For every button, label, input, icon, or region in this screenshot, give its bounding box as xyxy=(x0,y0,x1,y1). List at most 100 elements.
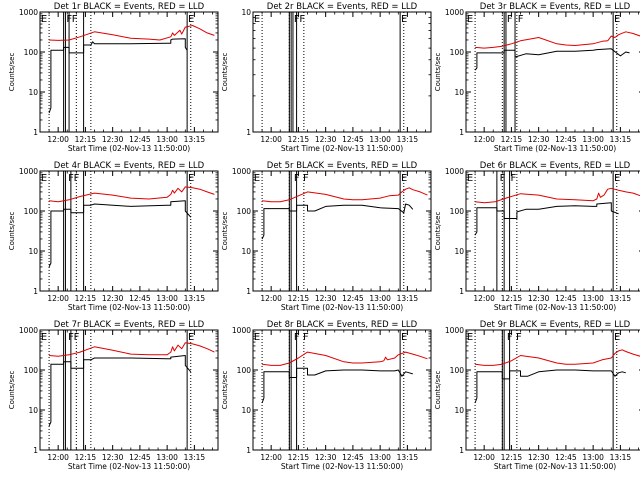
x-tick-label: 13:15 xyxy=(397,135,419,144)
y-tick-label: 100 xyxy=(24,48,39,57)
marker-label-f: F xyxy=(303,173,309,184)
x-tick-label: 13:00 xyxy=(156,135,178,144)
x-tick-label: 12:45 xyxy=(555,135,577,144)
x-axis-label: Start Time (02-Nov-13 11:50:00) xyxy=(281,462,403,471)
y-tick-label: 100 xyxy=(24,207,39,216)
y-tick-label: 100 xyxy=(24,366,39,375)
y-axis-label: Counts/sec xyxy=(8,212,16,251)
detector-panel-6: Det 6r BLACK = Events, RED = LLD 1 10 100 10… xyxy=(434,161,640,312)
x-tick-label: 13:15 xyxy=(184,294,206,303)
marker-label-e: E xyxy=(401,332,407,343)
x-tick-label: 12:30 xyxy=(315,135,337,144)
x-tick-label: 13:15 xyxy=(610,453,632,462)
marker-label-f: F xyxy=(294,173,300,184)
x-axis-label: Start Time (02-Nov-13 11:50:00) xyxy=(281,303,403,312)
x-tick-label: 12:45 xyxy=(342,453,364,462)
x-tick-label: 13:00 xyxy=(582,294,604,303)
panel-title: Det 6r BLACK = Events, RED = LLD xyxy=(480,161,631,171)
y-tick-label: 10 xyxy=(454,406,464,415)
y-tick-label: 1000 xyxy=(19,8,38,17)
marker-label-e: E xyxy=(41,173,47,184)
x-tick-label: 12:00 xyxy=(473,453,495,462)
x-tick-label: 12:15 xyxy=(501,294,523,303)
y-axis-label: Counts/sec xyxy=(8,371,16,410)
y-tick-label: 10 xyxy=(241,247,251,256)
y-tick-label: 1 xyxy=(246,128,251,137)
marker-label-f: F xyxy=(66,14,72,25)
marker-label-f: F xyxy=(74,173,80,184)
x-tick-label: 13:00 xyxy=(582,453,604,462)
detector-panel-4: Det 4r BLACK = Events, RED = LLD 1 10 100 10… xyxy=(8,161,219,312)
detector-panel-9: Det 9r BLACK = Events, RED = LLD 1 10 100 10… xyxy=(434,320,640,471)
series-lld-line xyxy=(49,186,215,203)
detector-panel-8: Det 8r BLACK = Events, RED = LLD 1 10 100 10… xyxy=(221,320,432,471)
x-tick-label: 13:15 xyxy=(184,453,206,462)
panel-title: Det 2r BLACK = Events, RED = LLD xyxy=(267,2,418,12)
x-tick-label: 12:15 xyxy=(288,294,310,303)
detector-panel-5: Det 5r BLACK = Events, RED = LLD 1 10 100 10… xyxy=(221,161,432,312)
y-axis-label: Counts/sec xyxy=(434,371,442,410)
x-tick-label: 12:30 xyxy=(528,294,550,303)
panel-title: Det 7r BLACK = Events, RED = LLD xyxy=(54,320,205,330)
y-axis-label: Counts/sec xyxy=(8,53,16,92)
x-tick-label: 13:00 xyxy=(369,135,391,144)
series-lld-line xyxy=(49,342,215,357)
x-tick-label: 12:00 xyxy=(260,294,282,303)
marker-label-e: E xyxy=(41,14,47,25)
x-tick-label: 12:30 xyxy=(528,135,550,144)
marker-label-f: F xyxy=(294,332,300,343)
x-axis-label: Start Time (02-Nov-13 11:50:00) xyxy=(68,462,190,471)
x-tick-label: 13:00 xyxy=(156,294,178,303)
y-tick-label: 10 xyxy=(454,88,464,97)
panel-title: Det 8r BLACK = Events, RED = LLD xyxy=(267,320,418,330)
marker-label-f: F xyxy=(507,332,513,343)
plot-frame xyxy=(465,170,640,292)
panel-title: Det 1r BLACK = Events, RED = LLD xyxy=(54,2,205,12)
series-events-line xyxy=(48,355,192,427)
x-tick-label: 12:00 xyxy=(47,453,69,462)
marker-label-e: E xyxy=(254,173,260,184)
detector-panel-3: Det 3r BLACK = Events, RED = LLD 1 10 100 10… xyxy=(434,2,640,153)
x-axis-label: Start Time (02-Nov-13 11:50:00) xyxy=(281,144,403,153)
series-events-line xyxy=(48,38,188,114)
x-axis-label: Start Time (02-Nov-13 11:50:00) xyxy=(494,462,616,471)
y-tick-label: 1000 xyxy=(232,167,251,176)
y-tick-label: 1 xyxy=(33,128,38,137)
y-tick-label: 10 xyxy=(454,247,464,256)
panel-title: Det 5r BLACK = Events, RED = LLD xyxy=(267,161,418,171)
marker-label-f: F xyxy=(516,332,522,343)
marker-label-e: E xyxy=(188,173,194,184)
y-tick-label: 10 xyxy=(241,8,251,17)
y-axis-label: Counts/sec xyxy=(434,53,442,92)
detector-panel-7: Det 7r BLACK = Events, RED = LLD 1 10 100 10… xyxy=(8,320,219,471)
x-tick-label: 13:15 xyxy=(610,294,632,303)
series-lld-line xyxy=(262,351,428,366)
x-tick-label: 12:15 xyxy=(75,294,97,303)
marker-label-e: E xyxy=(614,332,620,343)
x-tick-label: 13:00 xyxy=(369,294,391,303)
plot-frame xyxy=(39,170,219,292)
x-tick-label: 12:00 xyxy=(47,135,69,144)
series-events-line xyxy=(474,48,630,71)
y-tick-label: 1 xyxy=(459,128,464,137)
marker-label-e: E xyxy=(254,332,260,343)
series-lld-line xyxy=(475,187,640,204)
y-tick-label: 1000 xyxy=(445,8,464,17)
plot-frame xyxy=(252,170,432,292)
plot-frame xyxy=(465,11,640,133)
x-tick-label: 12:45 xyxy=(129,294,151,303)
marker-label-f: F xyxy=(68,173,74,184)
series-events-line xyxy=(474,202,619,236)
x-tick-label: 12:00 xyxy=(47,294,69,303)
x-tick-label: 12:45 xyxy=(555,294,577,303)
y-tick-label: 1 xyxy=(459,446,464,455)
y-tick-label: 100 xyxy=(450,48,465,57)
x-tick-label: 13:15 xyxy=(184,135,206,144)
plot-frame xyxy=(252,11,432,133)
marker-label-f: F xyxy=(500,173,506,184)
marker-label-e: E xyxy=(254,14,260,25)
y-axis-label: Counts/sec xyxy=(221,371,229,410)
series-lld-line xyxy=(475,31,640,49)
